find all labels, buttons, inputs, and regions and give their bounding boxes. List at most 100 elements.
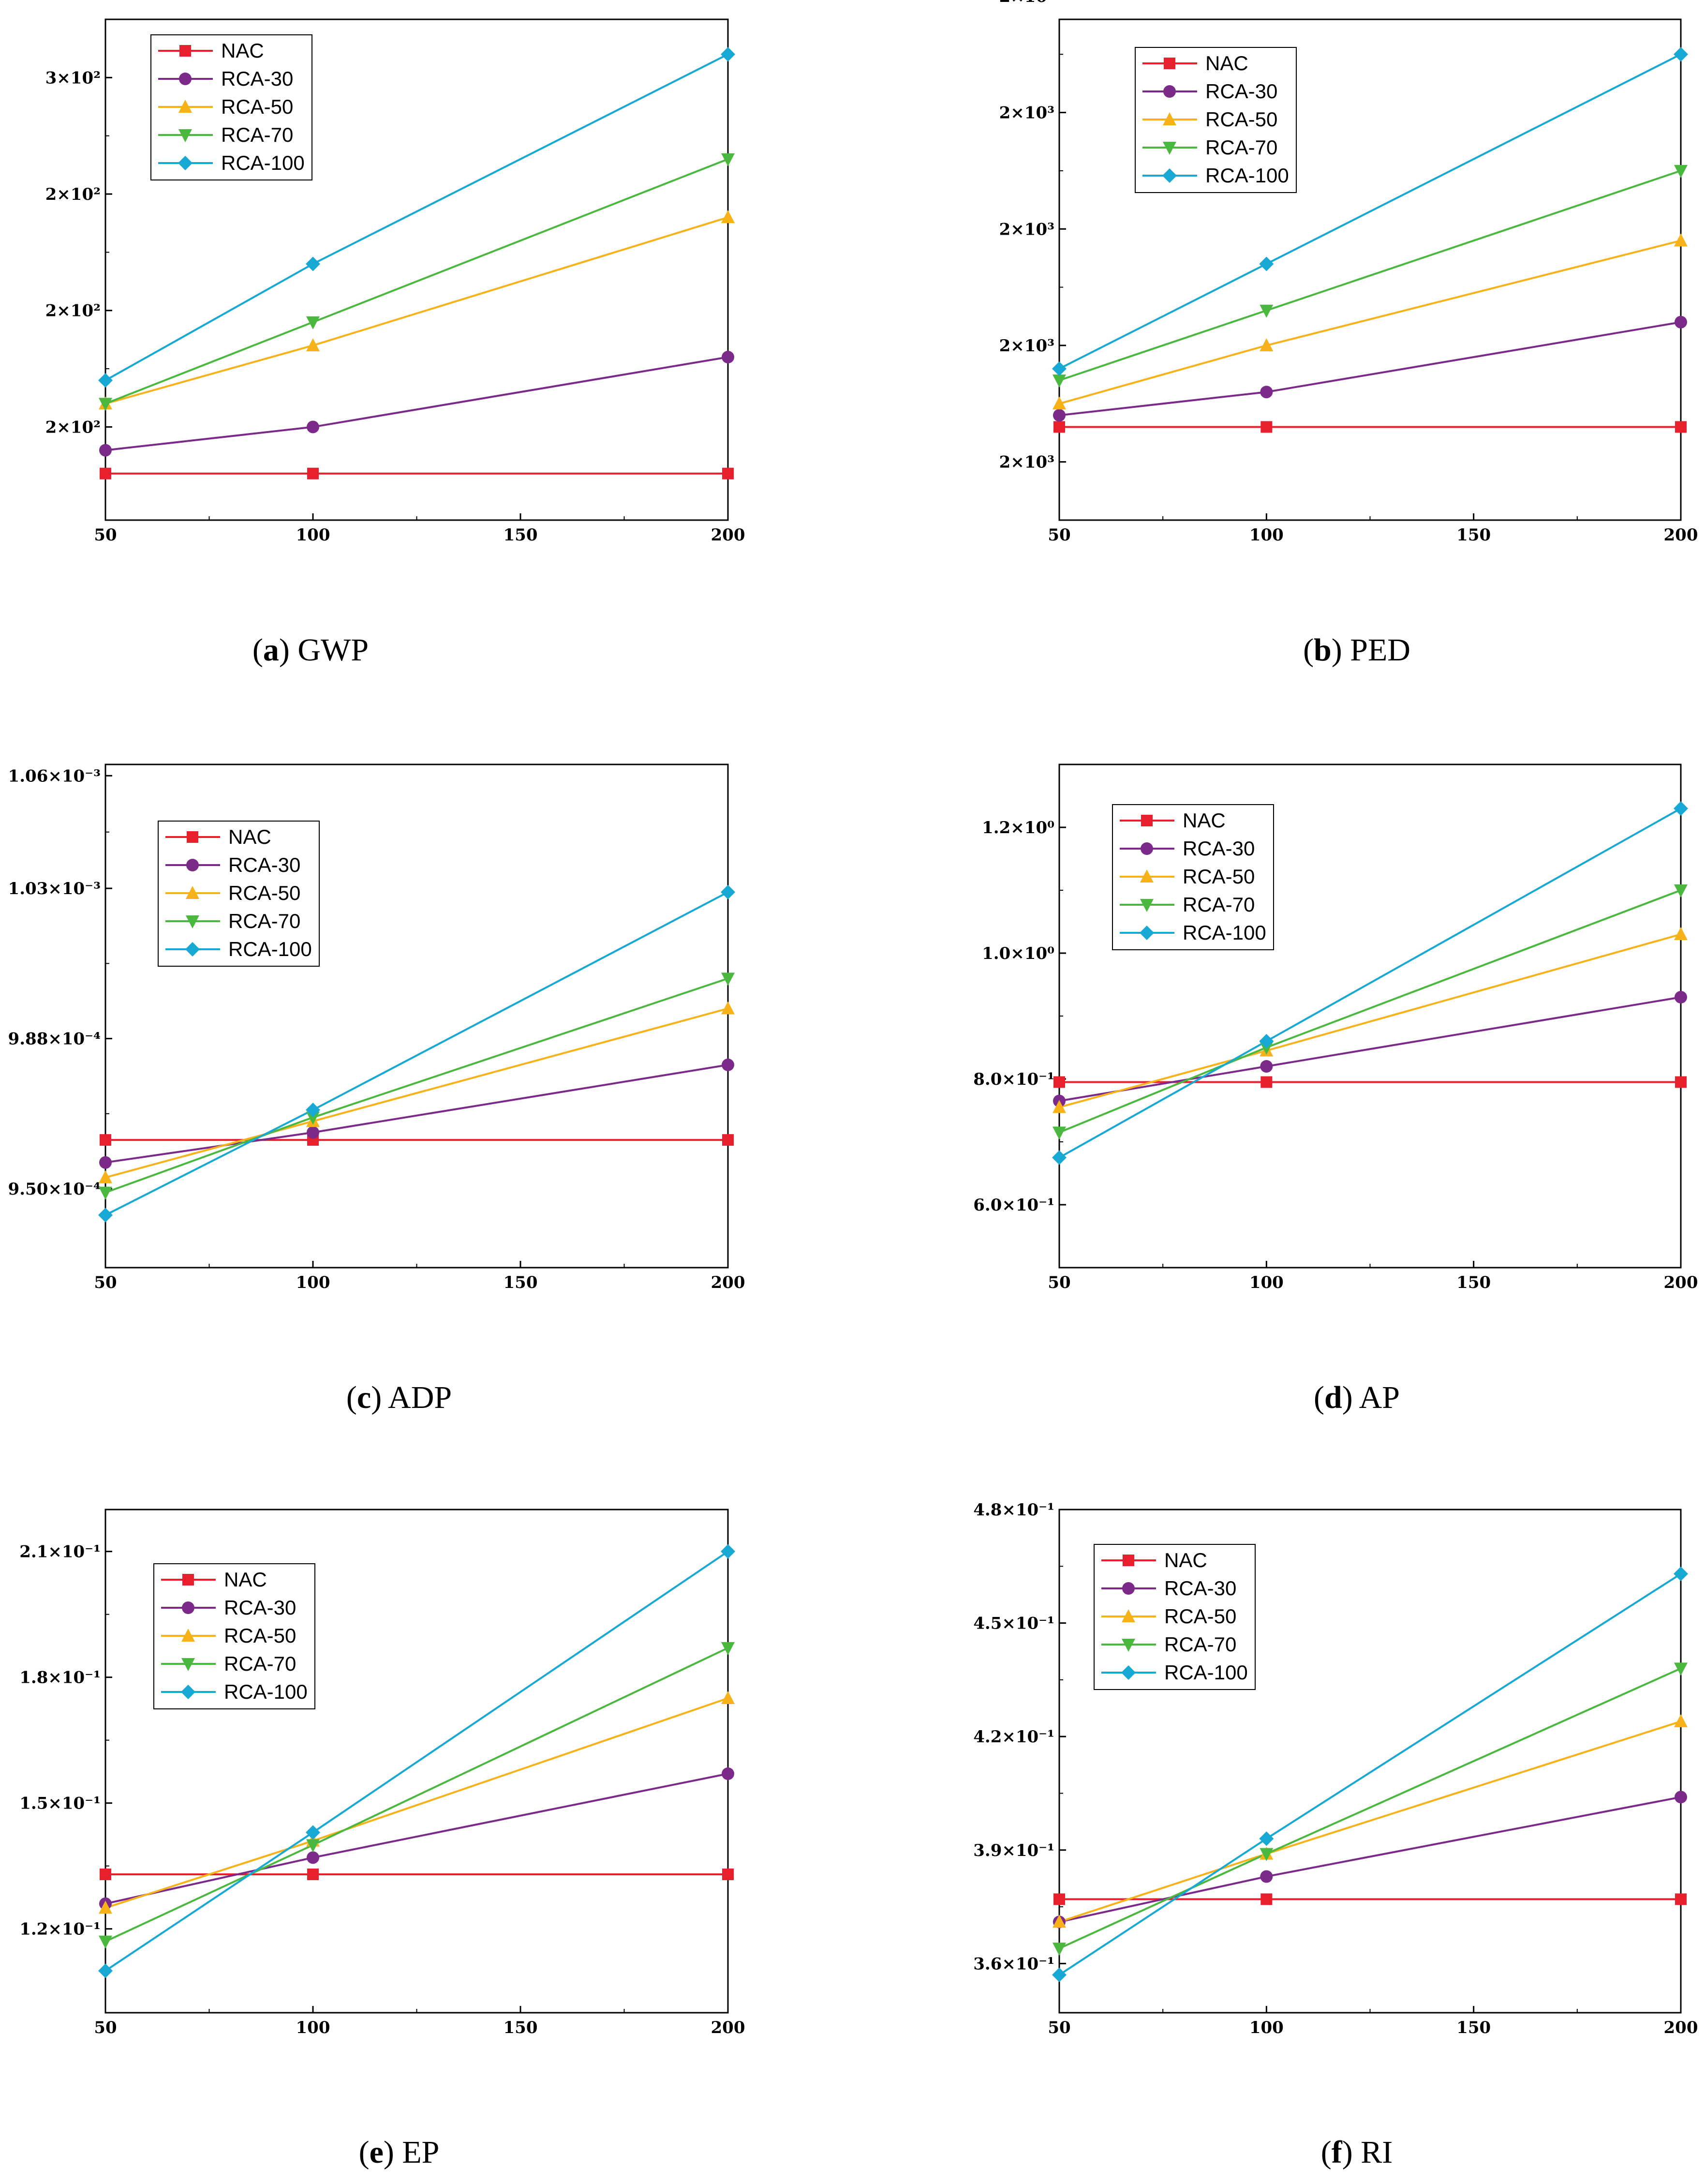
data-point-rca-70	[1674, 884, 1688, 898]
data-point-rca-100	[1052, 1967, 1067, 1982]
data-point-rca-70	[1053, 374, 1066, 388]
panel-caption: (c) ADP	[346, 1380, 452, 1415]
legend-marker-rca-30	[1122, 1582, 1135, 1595]
chart-panel-f: 50 100 150 200 3.6×10⁻¹ 3.9×10⁻¹ 4.2×10⁻¹ 4.5×1…	[973, 1500, 1698, 2170]
data-point-rca-30	[1260, 1060, 1273, 1073]
y-tick-label: 6.0×10⁻¹	[973, 1196, 1054, 1215]
data-point-nac	[722, 1134, 734, 1146]
legend-marker-nac	[1141, 815, 1153, 826]
data-point-rca-30	[1260, 386, 1273, 399]
y-tick-label: 3.6×10⁻¹	[973, 1954, 1054, 1974]
x-tick-label: 150	[1456, 2018, 1491, 2037]
x-tick-label: 200	[1664, 2018, 1698, 2037]
legend-label: RCA-70	[224, 1652, 296, 1675]
legend: NAC RCA-30 RCA-50 RCA-70 RCA-100	[1094, 1544, 1256, 1690]
data-point-rca-30	[1260, 1870, 1273, 1883]
x-tick-label: 50	[94, 525, 117, 545]
data-point-rca-70	[721, 972, 735, 986]
legend-label: NAC	[221, 39, 264, 62]
data-point-rca-30	[1675, 1791, 1687, 1804]
legend-marker-rca-70	[1122, 1639, 1135, 1652]
y-tick-label: 2×10³	[999, 104, 1054, 123]
x-tick-label: 150	[1456, 1273, 1491, 1292]
y-tick-label: 1.8×10⁻¹	[19, 1668, 101, 1688]
panel-caption: (f) RI	[1321, 2135, 1393, 2170]
data-point-nac	[722, 1869, 734, 1880]
panel-caption: (d) AP	[1314, 1380, 1400, 1415]
legend-marker-rca-100	[1140, 926, 1154, 940]
data-point-nac	[722, 467, 734, 479]
series-line-rca-70	[1059, 170, 1681, 382]
panel-caption: (e) EP	[359, 2135, 440, 2170]
data-point-rca-30	[722, 1058, 734, 1071]
legend-label: RCA-100	[1164, 1661, 1248, 1684]
legend-label: RCA-30	[224, 1596, 296, 1619]
legend-label: RCA-100	[228, 938, 312, 960]
data-point-rca-50	[721, 210, 735, 224]
data-point-rca-70	[1053, 1943, 1066, 1956]
data-point-nac	[100, 1134, 111, 1146]
y-tick-label: 1.2×10⁻¹	[19, 1920, 101, 1939]
y-tick-label: 2×10³	[999, 220, 1054, 239]
legend-label: RCA-50	[1205, 108, 1277, 131]
legend-label: RCA-70	[1164, 1633, 1236, 1656]
legend-label: RCA-70	[228, 910, 300, 932]
y-tick-label: 1.03×10⁻³	[8, 879, 101, 898]
legend-marker-rca-30	[1163, 85, 1176, 98]
data-point-nac	[1675, 1076, 1687, 1088]
legend-marker-rca-70	[1140, 899, 1154, 912]
y-tick-label: 8.0×10⁻¹	[973, 1070, 1054, 1089]
legend-marker-rca-30	[186, 859, 199, 871]
chart-panel-a: 50 100 150 200 2×10² 2×10² 2×10² 3×10² NAC RCA-30…	[45, 18, 745, 668]
data-point-nac	[1053, 421, 1065, 433]
legend-label: RCA-100	[221, 151, 305, 174]
data-point-rca-50	[721, 1691, 735, 1704]
x-tick-label: 100	[296, 1273, 330, 1292]
legend-label: RCA-50	[228, 882, 300, 904]
series-line-rca-30	[105, 1063, 728, 1164]
data-point-nac	[100, 467, 111, 479]
data-point-rca-70	[306, 1839, 320, 1853]
y-tick-label: 4.2×10⁻¹	[973, 1727, 1054, 1747]
series-line-rca-30	[105, 356, 728, 451]
legend-marker-rca-50	[186, 886, 199, 899]
legend-marker-rca-100	[1162, 168, 1177, 183]
legend-marker-nac	[187, 831, 198, 843]
data-point-rca-70	[1260, 304, 1274, 318]
legend: NAC RCA-30 RCA-50 RCA-70 RCA-100	[158, 821, 320, 967]
legend-label: RCA-100	[1205, 164, 1289, 187]
legend-label: RCA-100	[224, 1680, 308, 1703]
legend-marker-rca-50	[1122, 1609, 1135, 1622]
data-point-rca-100	[98, 373, 113, 388]
x-tick-label: 50	[94, 1273, 117, 1292]
legend-label: RCA-50	[221, 95, 293, 118]
data-point-nac	[1053, 1893, 1065, 1905]
series-line-rca-70	[1059, 1667, 1681, 1949]
legend-label: NAC	[1164, 1549, 1207, 1571]
data-point-rca-30	[1053, 409, 1066, 422]
y-tick-label: 1.06×10⁻³	[8, 766, 101, 786]
data-point-rca-70	[721, 1642, 735, 1655]
legend-label: RCA-30	[228, 853, 300, 876]
data-point-rca-100	[1052, 361, 1067, 376]
series-line-rca-70	[105, 977, 728, 1194]
legend-marker-nac	[179, 45, 191, 57]
data-point-rca-70	[306, 1111, 320, 1125]
data-point-rca-100	[1259, 1831, 1274, 1846]
legend-marker-nac	[182, 1574, 194, 1586]
legend-marker-rca-70	[181, 1658, 195, 1671]
y-tick-label: 2×10²	[45, 185, 101, 204]
x-tick-label: 100	[1249, 2018, 1284, 2037]
legend-label: RCA-50	[1164, 1605, 1236, 1628]
data-point-nac	[1260, 1893, 1273, 1905]
data-point-rca-30	[722, 351, 734, 364]
data-point-rca-70	[306, 316, 320, 329]
data-point-rca-100	[1674, 1566, 1688, 1581]
series-line-rca-50	[105, 1007, 728, 1179]
y-tick-label: 2×10²	[45, 301, 101, 321]
x-tick-label: 150	[504, 525, 538, 545]
x-tick-label: 100	[1249, 1273, 1284, 1292]
x-tick-label: 50	[1048, 2018, 1070, 2037]
data-point-rca-100	[306, 1103, 320, 1118]
data-point-rca-100	[721, 884, 735, 899]
